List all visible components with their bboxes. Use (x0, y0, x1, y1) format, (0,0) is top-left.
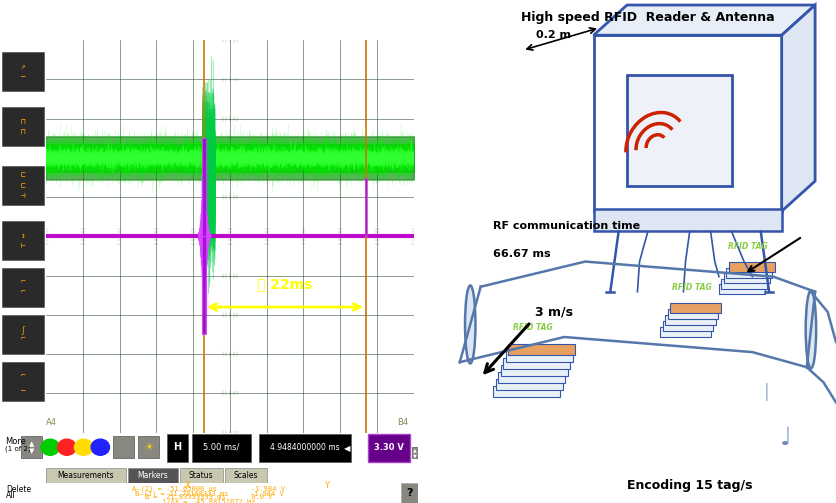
Bar (21, 436, 42, 458)
Polygon shape (594, 5, 815, 35)
Bar (663, 321, 713, 331)
Text: ♩: ♩ (780, 426, 792, 450)
Bar (501, 365, 568, 376)
Text: More: More (5, 437, 26, 446)
Bar (719, 284, 765, 294)
Text: 66.67 ms: 66.67 ms (493, 249, 551, 259)
Text: |: | (764, 383, 770, 401)
Text: B—(2) = 21.78168333 ms     -1.984 V: B—(2) = 21.78168333 ms -1.984 V (135, 490, 283, 496)
Bar (401, 483, 418, 503)
Bar (493, 386, 560, 397)
Bar (46, 468, 126, 483)
Bar (138, 436, 159, 458)
Text: 0.2 m: 0.2 m (537, 30, 571, 40)
Bar (503, 358, 570, 369)
Text: Markers: Markers (138, 471, 168, 480)
Bar (3, 166, 43, 205)
Text: 1/ΔX =  45.88152672 Hz: 1/ΔX = 45.88152672 Hz (162, 498, 256, 503)
Text: ◀ 0 ▶: ◀ 0 ▶ (344, 443, 367, 452)
Text: Delete: Delete (6, 485, 32, 494)
Bar (506, 351, 573, 362)
Bar (3, 315, 43, 354)
Bar (411, 447, 418, 458)
Text: A—(2) = -51.65000 μs        -1.984 V: A—(2) = -51.65000 μs -1.984 V (132, 486, 286, 492)
Bar (192, 435, 251, 462)
Bar (665, 315, 716, 325)
Text: ∫
⌐: ∫ ⌐ (21, 325, 25, 344)
Circle shape (58, 439, 76, 455)
Bar (113, 436, 134, 458)
Text: 4.9484000000 ms: 4.9484000000 ms (270, 443, 340, 452)
Text: RFID TAG: RFID TAG (728, 242, 768, 252)
Circle shape (74, 439, 93, 455)
Bar (3, 107, 43, 146)
Text: Y: Y (324, 481, 329, 490)
Text: ⊏
⊏
⊣: ⊏ ⊏ ⊣ (21, 171, 25, 200)
Text: Scales: Scales (234, 471, 258, 480)
Bar (724, 273, 770, 283)
Text: RF communication time: RF communication time (493, 221, 640, 231)
Ellipse shape (465, 286, 476, 364)
Bar (498, 372, 565, 383)
Bar (128, 468, 178, 483)
Bar (259, 435, 351, 462)
Text: ☀: ☀ (144, 442, 153, 452)
Text: High speed RFID  Reader & Antenna: High speed RFID Reader & Antenna (521, 11, 775, 24)
Text: ▲
▼: ▲ ▼ (413, 447, 416, 458)
Text: 3 m/s: 3 m/s (535, 305, 573, 318)
Bar (594, 35, 782, 211)
Text: RFID TAG: RFID TAG (513, 323, 553, 332)
Bar (729, 262, 775, 272)
Text: ▲
▼: ▲ ▼ (28, 441, 34, 454)
Text: RFID TAG: RFID TAG (672, 283, 711, 292)
Bar (594, 209, 782, 231)
Bar (202, 138, 206, 236)
Text: ?: ? (406, 488, 413, 498)
Text: X: X (186, 481, 191, 490)
Bar (627, 75, 732, 186)
Bar (368, 435, 410, 462)
Text: ↕
⊢: ↕ ⊢ (21, 231, 25, 250)
Text: Encoding 15 tag/s: Encoding 15 tag/s (627, 479, 752, 492)
Bar (496, 379, 563, 390)
Bar (3, 268, 43, 307)
Text: Measurements: Measurements (58, 471, 115, 480)
Bar (508, 344, 575, 355)
Bar (726, 268, 772, 278)
Text: ⊓
⊓: ⊓ ⊓ (21, 117, 25, 136)
Bar (660, 327, 711, 337)
Text: 약 22ms: 약 22ms (257, 277, 313, 291)
Bar (167, 435, 188, 462)
Bar (3, 221, 43, 260)
Text: ⌐
⌐: ⌐ ⌐ (21, 278, 25, 297)
Circle shape (41, 439, 59, 455)
Bar (364, 178, 368, 236)
Text: (1 of 2): (1 of 2) (5, 446, 31, 452)
Text: H: H (174, 442, 181, 452)
Bar (202, 236, 206, 334)
Circle shape (91, 439, 110, 455)
Bar (225, 468, 268, 483)
Text: A4: A4 (46, 417, 57, 427)
Bar (721, 279, 767, 289)
Text: ⌐
_: ⌐ _ (21, 372, 25, 391)
Bar (3, 52, 43, 91)
Text: B4: B4 (397, 417, 408, 427)
Text: Δ =  21.83333333 ms      0.0 V: Δ = 21.83333333 ms 0.0 V (145, 494, 273, 500)
Text: 5.00 ms/: 5.00 ms/ (203, 443, 240, 452)
Polygon shape (782, 5, 815, 211)
Bar (668, 309, 718, 319)
Bar (3, 362, 43, 401)
Ellipse shape (806, 290, 816, 368)
Text: Status: Status (189, 471, 214, 480)
Text: All: All (6, 490, 16, 499)
Text: ↗
—: ↗ — (21, 62, 25, 81)
Bar (180, 468, 222, 483)
Text: 3.30 V: 3.30 V (374, 443, 404, 452)
Bar (670, 303, 721, 313)
